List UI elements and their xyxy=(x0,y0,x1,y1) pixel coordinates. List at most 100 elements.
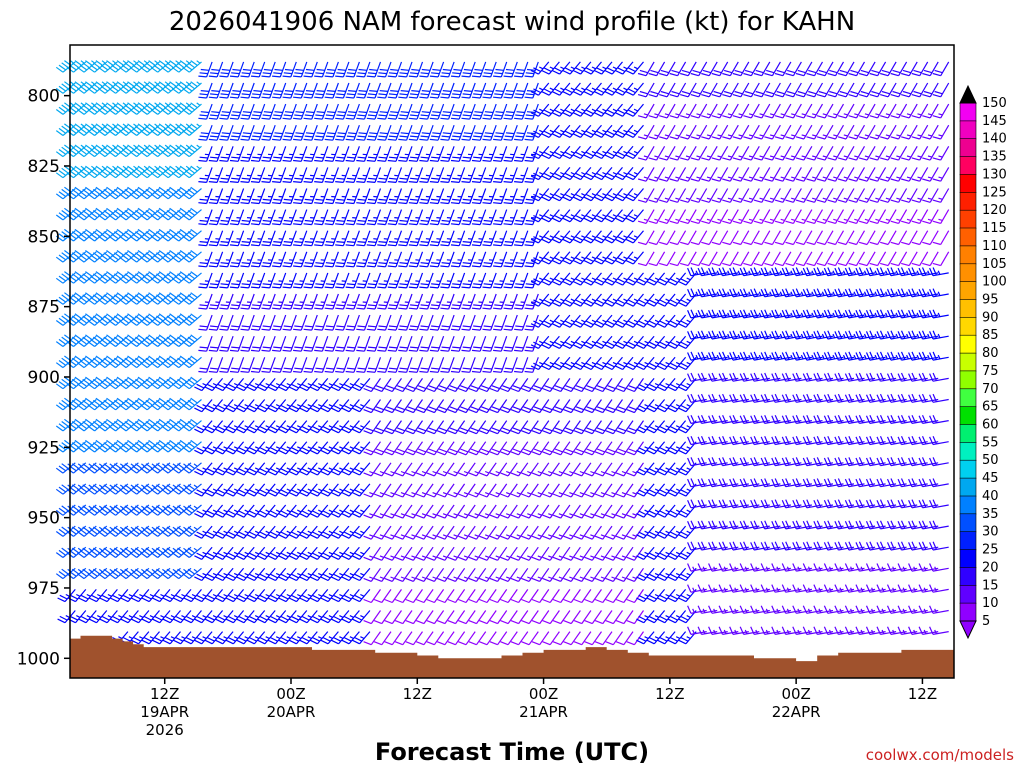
barb-half-feather xyxy=(194,548,197,550)
barb-feather xyxy=(314,308,322,309)
barb-feather xyxy=(77,510,84,515)
barb-half-feather xyxy=(350,468,354,470)
barb-feather xyxy=(231,136,239,137)
barb-feather xyxy=(249,595,257,599)
barb-feather xyxy=(284,242,292,243)
barb-feather xyxy=(207,490,215,494)
barb-feather xyxy=(81,595,88,599)
barb-feather xyxy=(252,368,260,369)
barb-feather xyxy=(336,263,344,264)
barb-feather xyxy=(59,86,66,91)
barb-half-feather xyxy=(108,595,112,597)
barb-feather xyxy=(88,257,95,262)
barb-feather xyxy=(385,494,393,497)
barb-feather xyxy=(207,511,215,515)
barb-feather xyxy=(122,466,129,471)
barb-feather xyxy=(305,199,313,200)
barb-feather xyxy=(163,640,170,644)
barb-feather xyxy=(312,405,319,409)
barb-shaft xyxy=(238,167,243,182)
barb-shaft xyxy=(396,210,402,225)
barb-feather xyxy=(80,382,87,387)
barb-half-feather xyxy=(78,569,81,571)
barb-feather xyxy=(197,595,204,599)
barb-feather xyxy=(122,318,129,323)
barb-feather xyxy=(198,372,206,373)
barb-half-feather xyxy=(245,595,249,597)
barb-feather xyxy=(80,107,87,112)
barb-feather xyxy=(59,150,66,155)
barb-feather xyxy=(120,574,127,579)
barb-feather xyxy=(305,368,313,369)
barb-half-feather xyxy=(276,552,280,554)
barb-feather xyxy=(304,139,312,140)
barb-feather xyxy=(355,638,362,642)
wind-barb xyxy=(198,252,212,267)
barb-feather xyxy=(91,424,98,429)
barb-shaft xyxy=(207,62,213,77)
barb-feather xyxy=(355,595,362,599)
barb-feather xyxy=(128,229,135,234)
barb-shaft xyxy=(291,252,297,267)
barb-feather xyxy=(242,199,250,200)
barb-feather xyxy=(411,133,419,134)
barb-feather xyxy=(410,368,418,369)
barb-feather xyxy=(249,427,257,431)
barb-feather xyxy=(215,387,222,391)
barb-feather xyxy=(302,574,309,578)
barb-feather xyxy=(88,426,95,431)
barb-feather xyxy=(326,115,334,116)
barb-shaft xyxy=(375,125,381,140)
barb-feather xyxy=(130,278,137,283)
barb-feather xyxy=(272,266,280,267)
barb-feather xyxy=(146,569,153,574)
barb-feather xyxy=(228,448,235,452)
barb-shaft xyxy=(217,104,223,119)
wind-barb xyxy=(198,273,212,288)
wind-barb xyxy=(352,611,370,623)
barb-shaft xyxy=(386,146,392,161)
barb-feather xyxy=(109,152,116,157)
barb-feather xyxy=(398,76,406,77)
barb-feather xyxy=(128,314,135,319)
barb-feather xyxy=(379,199,387,200)
barb-feather xyxy=(210,178,218,179)
barb-shaft xyxy=(396,231,402,246)
barb-feather xyxy=(197,405,204,409)
barb-feather xyxy=(109,236,116,241)
barb-shaft xyxy=(386,104,392,119)
barb-feather xyxy=(151,426,158,431)
barb-feather xyxy=(133,276,140,281)
barb-feather xyxy=(342,387,349,391)
barb-feather xyxy=(109,468,116,473)
barb-half-feather xyxy=(318,595,322,597)
barb-half-feather xyxy=(360,531,364,533)
barb-feather xyxy=(188,105,195,110)
barb-feather xyxy=(347,242,355,243)
barb-feather xyxy=(270,384,277,388)
barb-feather xyxy=(96,356,103,361)
barb-feather xyxy=(347,94,355,95)
barb-half-feather xyxy=(350,489,354,491)
barb-feather xyxy=(188,211,195,216)
barb-shaft xyxy=(396,62,402,77)
barb-feather xyxy=(143,297,150,302)
barb-feather xyxy=(104,443,111,448)
barb-feather xyxy=(209,224,217,225)
barb-feather xyxy=(170,356,177,361)
barb-feather xyxy=(331,450,338,454)
barb-feather xyxy=(251,372,259,373)
barb-feather xyxy=(130,131,137,136)
barb-feather xyxy=(294,178,302,179)
barb-feather xyxy=(185,234,192,239)
barb-feather xyxy=(122,234,129,239)
barb-feather xyxy=(146,295,153,300)
barb-feather xyxy=(122,361,129,366)
barb-feather xyxy=(333,553,340,557)
barb-feather xyxy=(376,449,384,452)
barb-feather xyxy=(109,173,116,178)
barb-half-feather xyxy=(224,447,228,449)
barb-feather xyxy=(359,133,367,134)
barb-feather xyxy=(226,429,234,433)
barb-feather xyxy=(348,133,356,134)
